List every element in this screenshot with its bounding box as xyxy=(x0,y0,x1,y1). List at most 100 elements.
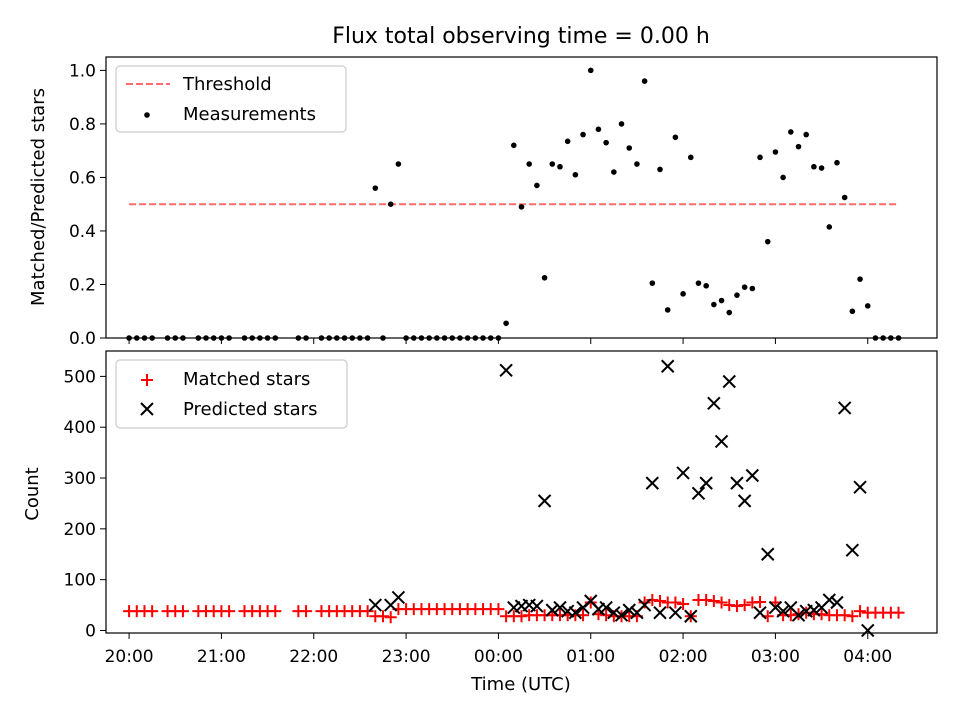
chart-title: Flux total observing time = 0.00 h xyxy=(332,24,710,49)
predicted-star-point xyxy=(791,608,806,622)
top-y-axis-label: Matched/Predicted stars xyxy=(28,88,49,306)
x-tick-label: 21:00 xyxy=(197,647,246,667)
matched-star-point xyxy=(892,606,905,619)
top-y-tick-label: 0.4 xyxy=(69,222,96,242)
measurement-point xyxy=(764,238,771,245)
matched-star-point xyxy=(654,594,666,607)
matched-star-point xyxy=(854,605,867,618)
measurement-point xyxy=(757,154,763,161)
matched-star-point xyxy=(723,599,736,612)
matched-star-point xyxy=(269,605,282,618)
measurement-point xyxy=(557,163,563,170)
measurement-point xyxy=(795,143,802,150)
measurement-point xyxy=(711,301,717,308)
x-tick-label: 22:00 xyxy=(289,647,338,667)
measurement-point xyxy=(726,309,733,316)
bottom-panel: 0 100 200 300 400 500 20:00 21:00 22:00 23:00 00:… xyxy=(22,350,938,695)
measurement-point xyxy=(811,163,817,170)
matched-star-point xyxy=(707,594,720,607)
bottom-plot-area xyxy=(123,359,905,638)
predicted-star-point xyxy=(537,494,552,508)
predicted-star-point xyxy=(768,600,783,615)
measurement-point xyxy=(611,169,617,175)
measurement-point xyxy=(841,194,848,201)
predicted-star-point xyxy=(599,600,613,615)
measurement-point xyxy=(826,224,833,230)
matched-star-point xyxy=(515,610,528,623)
measurement-point xyxy=(595,126,602,133)
matched-star-point xyxy=(492,603,505,616)
measurement-point xyxy=(503,320,509,327)
matched-star-point xyxy=(300,605,313,618)
predicted-star-point xyxy=(545,603,559,617)
measurement-point xyxy=(541,274,548,281)
measurement-point xyxy=(718,297,725,304)
predicted-star-point xyxy=(707,396,721,411)
x-tick-label: 02:00 xyxy=(659,647,708,667)
top-y-tick-label: 0.8 xyxy=(69,115,96,135)
predicted-star-point xyxy=(653,605,667,620)
measurement-point xyxy=(372,185,379,191)
predicted-star-point xyxy=(676,466,690,480)
top-plot-area xyxy=(126,67,902,341)
matched-star-point xyxy=(638,596,651,609)
measurement-point xyxy=(587,67,594,74)
top-x-ticks xyxy=(128,338,869,344)
matched-star-point xyxy=(146,605,159,618)
top-y-tick-label: 0.6 xyxy=(69,168,96,188)
measurement-point xyxy=(511,142,517,149)
measurement-point xyxy=(703,283,709,289)
predicted-star-point xyxy=(660,359,675,373)
measurement-point xyxy=(695,280,702,286)
measurement-point xyxy=(618,121,625,127)
matched-star-point xyxy=(677,598,690,611)
measurement-point xyxy=(687,154,694,161)
bottom-y-tick-label: 400 xyxy=(64,418,96,438)
predicted-star-point xyxy=(730,476,744,490)
measurement-point xyxy=(741,284,748,290)
bottom-y-tick-label: 300 xyxy=(64,469,96,489)
predicted-star-point xyxy=(622,603,636,617)
measurement-point xyxy=(534,182,540,189)
matched-star-point xyxy=(384,611,397,624)
matched-star-point xyxy=(838,609,851,622)
legend-predicted-label: Predicted stars xyxy=(183,399,317,420)
bottom-y-axis-label: Count xyxy=(22,467,43,520)
matched-star-point xyxy=(361,605,374,618)
measurement-point xyxy=(603,139,609,146)
x-tick-label: 03:00 xyxy=(751,647,800,667)
predicted-star-point xyxy=(499,363,513,378)
predicted-star-point xyxy=(753,605,767,620)
top-y-axis: 0.0 0.2 0.4 0.6 0.8 1.0 xyxy=(69,61,106,349)
predicted-star-point xyxy=(530,599,544,613)
measurement-point xyxy=(395,161,402,167)
measurement-point xyxy=(572,171,579,178)
measurement-point xyxy=(657,166,663,173)
predicted-star-point xyxy=(776,604,790,618)
x-tick-label: 01:00 xyxy=(566,647,615,667)
predicted-star-point xyxy=(637,598,652,612)
bottom-x-axis: 20:00 21:00 22:00 23:00 00:00 01:00 02:00 03:00… xyxy=(105,633,892,667)
measurement-point xyxy=(849,308,856,315)
legend-matched-swatch xyxy=(141,374,153,386)
x-axis-label: Time (UTC) xyxy=(470,674,571,695)
bottom-y-tick-label: 200 xyxy=(64,520,96,540)
predicted-star-point xyxy=(568,605,583,620)
predicted-star-point xyxy=(853,480,867,494)
measurement-point xyxy=(580,131,586,138)
matched-star-point xyxy=(738,599,751,612)
bottom-legend: Matched stars Predicted stars xyxy=(115,359,348,429)
bottom-y-axis: 0 100 200 300 400 500 xyxy=(64,367,106,641)
measurement-point xyxy=(680,291,686,297)
measurement-point xyxy=(664,307,671,313)
predicted-star-point xyxy=(722,374,736,389)
predicted-star-point xyxy=(822,593,836,607)
predicted-star-point xyxy=(737,494,752,508)
measurement-point xyxy=(864,303,871,309)
x-tick-label: 00:00 xyxy=(474,647,523,667)
predicted-star-point xyxy=(830,595,844,610)
matched-star-point xyxy=(715,596,728,609)
predicted-star-point xyxy=(553,600,567,615)
matched-star-point xyxy=(223,605,236,618)
predicted-star-point xyxy=(684,609,698,623)
